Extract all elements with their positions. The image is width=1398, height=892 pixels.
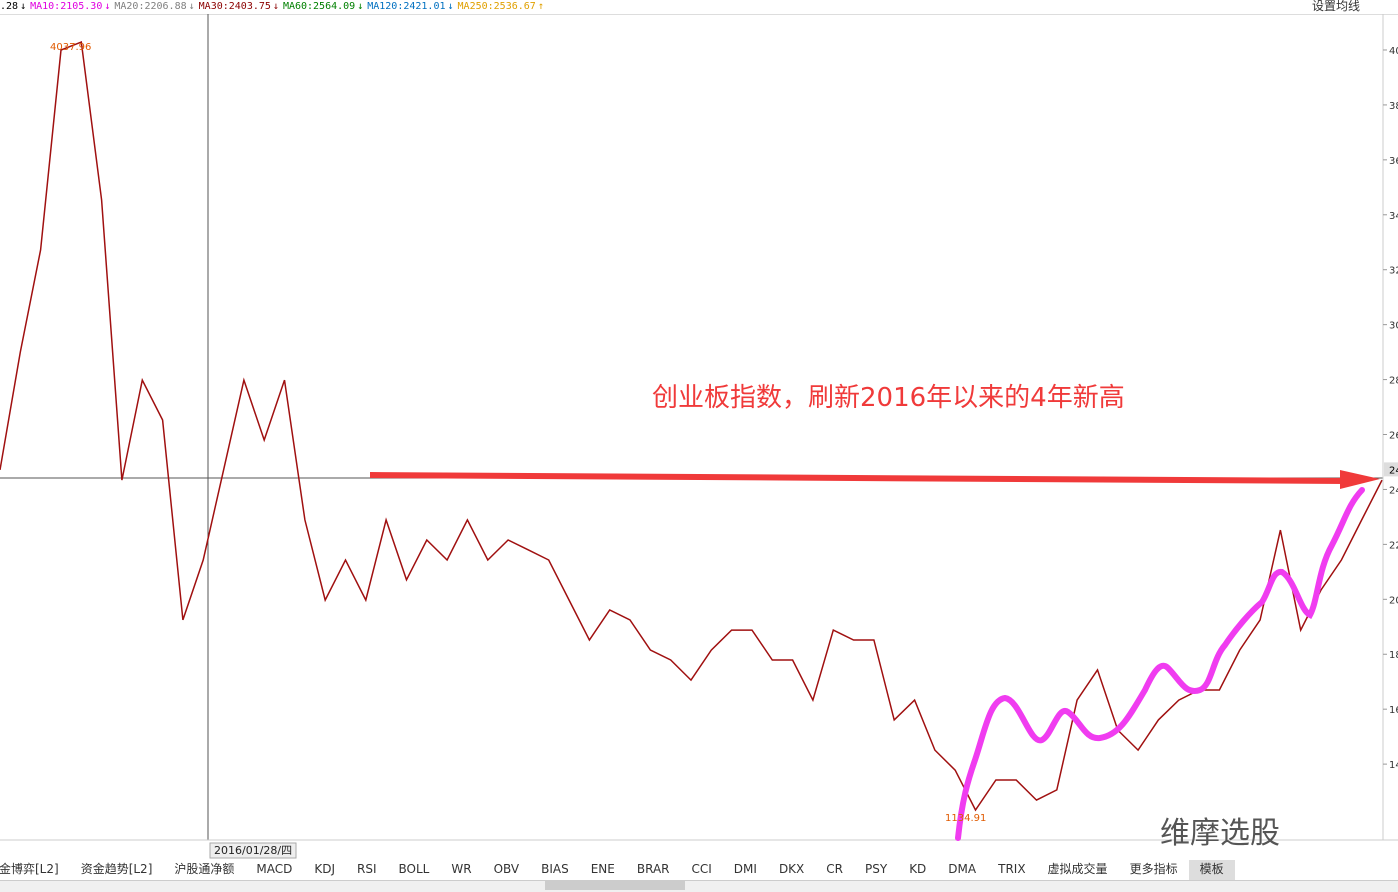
legend-item: .28: [0, 1, 19, 12]
price-line: [0, 40, 1383, 812]
scrollbar[interactable]: [0, 880, 1398, 892]
indicator-tab[interactable]: 更多指标: [1129, 862, 1178, 876]
scroll-thumb[interactable]: [545, 881, 685, 890]
indicator-tab[interactable]: CCI: [691, 862, 712, 876]
high-label: 4037.96: [50, 42, 91, 53]
watermark: 维摩选股: [1160, 816, 1280, 851]
y-tick-label: 30: [1389, 321, 1398, 332]
ma-legend: .28 ↓ MA10:2105.30 ↓ MA20:2206.88 ↓ MA30:2403.…: [0, 0, 1398, 15]
y-tick-label: 18: [1389, 650, 1398, 661]
legend-arrow: ↑: [537, 1, 544, 12]
legend-item: MA10:2105.30: [30, 1, 103, 12]
chart: 40 38 36 34 32 30 28 26 24 22 20 18 16 14 24 创业板指数，刷新2…: [0, 14, 1398, 859]
indicator-tab[interactable]: DMI: [733, 862, 757, 876]
y-tick-label: 26: [1389, 431, 1398, 442]
indicator-tab[interactable]: 资金趋势[L2]: [80, 862, 153, 876]
indicator-tab[interactable]: TRIX: [998, 862, 1026, 876]
indicator-tab[interactable]: 沪股通净额: [174, 862, 235, 876]
y-tick-label: 32: [1389, 266, 1398, 277]
legend-item: MA30:2403.75: [198, 1, 271, 12]
indicator-tab[interactable]: OBV: [493, 862, 520, 876]
indicator-tab[interactable]: 虚拟成交量: [1047, 862, 1108, 876]
date-box: [209, 842, 297, 859]
hand-drawn-trend: [955, 487, 1365, 841]
legend-arrow: ↓: [447, 1, 454, 12]
y-tick-label: 36: [1389, 156, 1398, 167]
legend-item: MA250:2536.67: [457, 1, 536, 12]
indicator-tab[interactable]: BOLL: [398, 862, 430, 876]
indicator-tab[interactable]: CR: [826, 862, 843, 876]
indicator-tab[interactable]: ENE: [590, 862, 615, 876]
indicator-tab[interactable]: KDJ: [314, 862, 336, 876]
indicator-tab[interactable]: KD: [909, 862, 927, 876]
low-label: 1134.91: [945, 813, 986, 824]
indicator-tab[interactable]: DKX: [778, 862, 805, 876]
legend-arrow: ↓: [20, 1, 27, 12]
arrow-head: [1340, 470, 1380, 489]
legend-arrow: ↓: [357, 1, 364, 12]
legend-arrow: ↓: [104, 1, 111, 12]
indicator-tab[interactable]: WR: [451, 862, 472, 876]
set-ma-button[interactable]: 设置均线: [1311, 0, 1360, 13]
y-tick-label: 14: [1389, 760, 1398, 771]
y-tick-label: 22: [1389, 540, 1398, 551]
indicator-tab[interactable]: DMA: [948, 862, 977, 876]
legend-item: MA120:2421.01: [367, 1, 446, 12]
arrow: [369, 472, 1346, 484]
indicator-tab[interactable]: MACD: [256, 862, 293, 876]
y-tick-label: 38: [1389, 101, 1398, 112]
date-label: 2016/01/28/四: [214, 844, 292, 857]
y-tick-label: 28: [1389, 376, 1398, 387]
y-tick-label: 34: [1389, 211, 1398, 222]
indicator-tab[interactable]: 模板: [1188, 860, 1235, 880]
legend-arrow: ↓: [188, 1, 195, 12]
legend-item: MA20:2206.88: [114, 1, 187, 12]
current-price-box: [1384, 462, 1398, 477]
y-tick-label: 20: [1389, 595, 1398, 606]
indicator-tab[interactable]: RSI: [357, 862, 377, 876]
y-tick-label: 40: [1389, 46, 1398, 57]
annotation: 创业板指数，刷新2016年以来的4年新高: [652, 383, 1125, 413]
indicator-tab[interactable]: BIAS: [541, 862, 569, 876]
legend-item: MA60:2564.09: [282, 1, 356, 12]
y-tick-label: 16: [1389, 705, 1398, 716]
indicator-tab[interactable]: PSY: [865, 862, 888, 876]
indicator-tab[interactable]: BRAR: [636, 862, 670, 876]
y-tick-label: 24: [1389, 485, 1398, 496]
indicator-tab[interactable]: 金博弈[L2]: [0, 862, 59, 876]
indicator-tabs: 金博弈[L2] 资金趋势[L2] 沪股通净额 MACD KDJ RSI BOLL WR OBV B…: [0, 860, 1398, 880]
current-price-label: 24: [1389, 465, 1398, 476]
legend-arrow: ↓: [272, 1, 279, 12]
